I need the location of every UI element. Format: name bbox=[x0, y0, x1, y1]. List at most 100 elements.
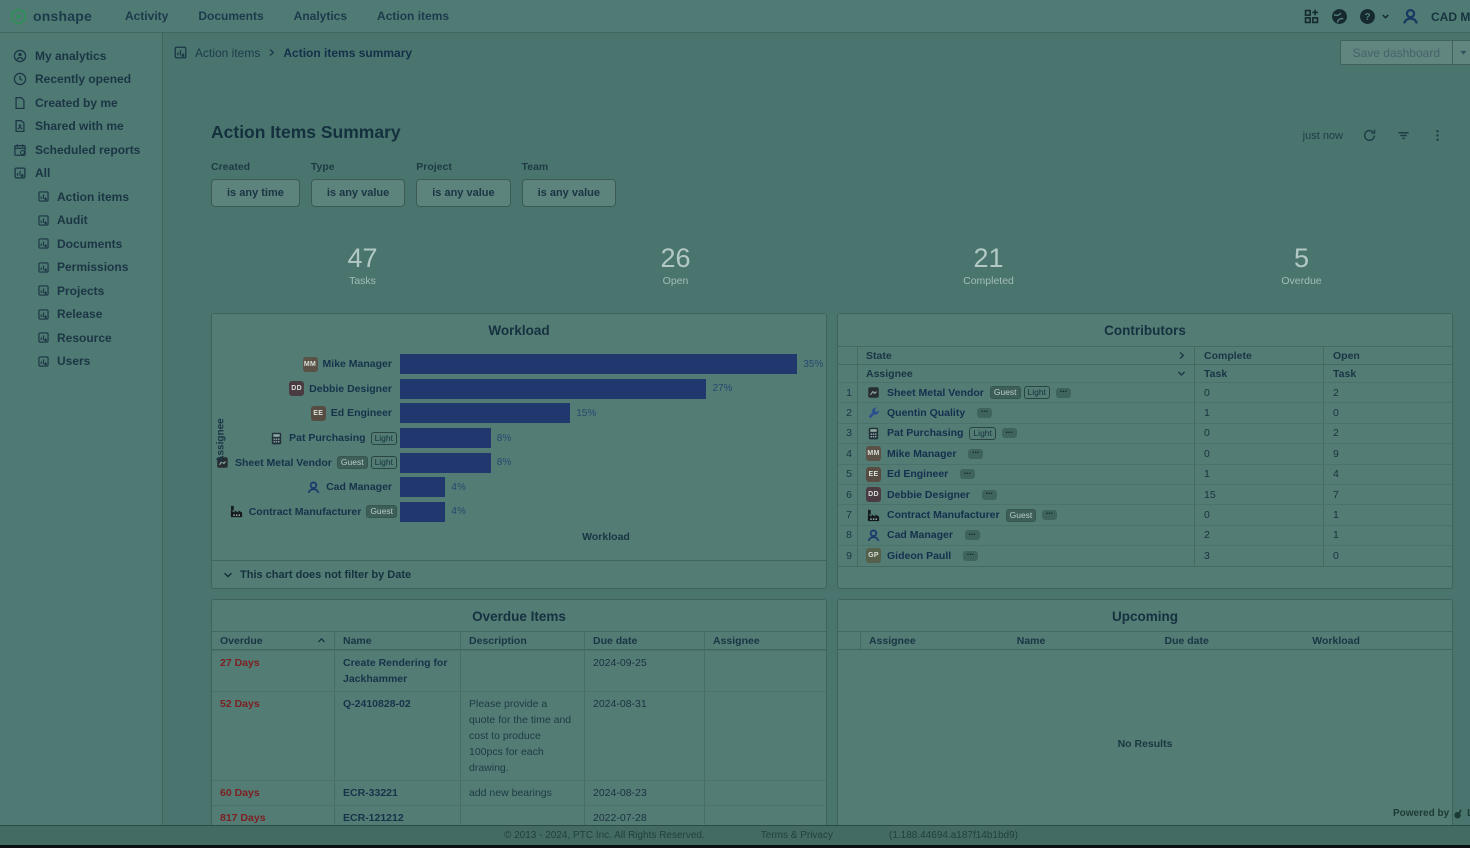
report-icon bbox=[37, 308, 50, 321]
more-icon[interactable] bbox=[977, 408, 993, 419]
upcoming-header-row: Assignee Name Due date Workload bbox=[838, 631, 1452, 650]
col-assignee[interactable]: Assignee bbox=[866, 367, 913, 380]
col-due-date[interactable]: Due date bbox=[1164, 634, 1209, 647]
workload-bar[interactable] bbox=[400, 452, 491, 473]
kpi-value: 5 bbox=[1293, 242, 1310, 273]
assignee-name[interactable]: Gideon Paull bbox=[887, 549, 952, 562]
col-overdue[interactable]: Overdue bbox=[220, 634, 263, 647]
kpi-label: Completed bbox=[963, 274, 1014, 287]
caret-down-icon bbox=[1459, 48, 1468, 57]
col-task-complete[interactable]: Task bbox=[1194, 365, 1323, 382]
save-dashboard-caret[interactable] bbox=[1453, 40, 1470, 65]
chevron-right-icon[interactable] bbox=[1177, 351, 1186, 360]
assignee-avatar bbox=[229, 504, 244, 519]
workload-bar[interactable] bbox=[400, 477, 446, 498]
sidebar-report-item[interactable]: Action items bbox=[0, 185, 162, 209]
sort-asc-icon[interactable] bbox=[317, 636, 326, 645]
chevron-down-icon[interactable] bbox=[1177, 369, 1186, 378]
assignee-name[interactable]: Sheet Metal Vendor bbox=[887, 386, 984, 399]
workload-bar[interactable] bbox=[400, 501, 446, 522]
filter: Team is any value bbox=[521, 161, 616, 207]
save-dashboard-button[interactable]: Save dashboard bbox=[1339, 40, 1453, 65]
breadcrumb-parent[interactable]: Action items bbox=[195, 45, 261, 60]
powered-by-text: Powered by bbox=[1393, 808, 1450, 819]
col-open[interactable]: Open bbox=[1323, 347, 1452, 364]
main-tab[interactable]: Documents bbox=[183, 0, 278, 32]
workload-bar[interactable] bbox=[400, 378, 707, 399]
item-name[interactable]: ECR-33221 bbox=[334, 781, 460, 805]
col-name[interactable]: Name bbox=[334, 632, 460, 649]
due-date: 2022-07-28 bbox=[584, 806, 704, 825]
sidebar-item[interactable]: All bbox=[0, 162, 162, 186]
sidebar-report-item[interactable]: Release bbox=[0, 303, 162, 327]
more-icon[interactable] bbox=[1001, 428, 1017, 439]
sidebar-report-item[interactable]: Permissions bbox=[0, 256, 162, 280]
assignee-name[interactable]: Cad Manager bbox=[887, 529, 953, 542]
col-task-open[interactable]: Task bbox=[1323, 365, 1452, 382]
sidebar-item[interactable]: Recently opened bbox=[0, 68, 162, 92]
col-complete[interactable]: Complete bbox=[1194, 347, 1323, 364]
workload-bar[interactable] bbox=[400, 428, 491, 449]
col-state[interactable]: State bbox=[866, 349, 892, 362]
col-description[interactable]: Description bbox=[460, 632, 584, 649]
col-name[interactable]: Name bbox=[1016, 634, 1046, 647]
more-icon[interactable] bbox=[964, 530, 980, 541]
sidebar-report-item[interactable]: Audit bbox=[0, 209, 162, 233]
refresh-icon[interactable] bbox=[1362, 128, 1377, 143]
user-avatar[interactable] bbox=[1401, 7, 1420, 26]
assignee-name[interactable]: Mike Manager bbox=[887, 447, 957, 460]
more-icon[interactable] bbox=[1055, 387, 1071, 398]
col-due-date[interactable]: Due date bbox=[584, 632, 704, 649]
help-caret-icon[interactable] bbox=[1381, 12, 1390, 21]
workload-bar[interactable] bbox=[400, 354, 798, 375]
more-icon[interactable] bbox=[968, 448, 984, 459]
sidebar-report-item[interactable]: Documents bbox=[0, 232, 162, 256]
language-globe-icon[interactable] bbox=[1331, 8, 1348, 25]
filter-value-button[interactable]: is any value bbox=[416, 179, 511, 207]
item-name[interactable]: Q-2410828-02 bbox=[334, 692, 460, 780]
sidebar-report-item[interactable]: Users bbox=[0, 350, 162, 374]
col-assignee[interactable]: Assignee bbox=[704, 632, 826, 649]
filter-value-button[interactable]: is any value bbox=[521, 179, 616, 207]
sidebar-item[interactable]: My analytics bbox=[0, 44, 162, 68]
user-name[interactable]: CAD Manager bbox=[1431, 9, 1470, 24]
sidebar-item[interactable]: Shared with me bbox=[0, 115, 162, 139]
item-name[interactable]: ECR-121212 bbox=[334, 806, 460, 825]
assignee-name[interactable]: Ed Engineer bbox=[887, 468, 949, 481]
filter-value-button[interactable]: is any time bbox=[211, 179, 300, 207]
onshape-brand[interactable]: onshape bbox=[0, 7, 110, 25]
sidebar-item-icon bbox=[13, 49, 27, 63]
help-icon[interactable]: ? bbox=[1359, 8, 1376, 25]
assignee-name[interactable]: Debbie Designer bbox=[887, 488, 970, 501]
chart-note[interactable]: This chart does not filter by Date bbox=[212, 560, 826, 588]
main-tab[interactable]: Action items bbox=[362, 0, 464, 32]
apps-grid-icon[interactable] bbox=[1303, 8, 1320, 25]
kpi-card[interactable]: 47 Tasks bbox=[211, 229, 514, 300]
col-workload[interactable]: Workload bbox=[1312, 634, 1360, 647]
kpi-card[interactable]: 26 Open bbox=[524, 229, 827, 300]
main-tab[interactable]: Analytics bbox=[279, 0, 362, 32]
more-icon[interactable] bbox=[1042, 510, 1058, 521]
more-icon[interactable] bbox=[981, 489, 997, 500]
kpi-card[interactable]: 21 Completed bbox=[837, 229, 1140, 300]
more-icon[interactable] bbox=[963, 550, 979, 561]
terms-privacy-link[interactable]: Terms & Privacy bbox=[760, 830, 833, 841]
item-name[interactable]: Create Rendering for Jackhammer bbox=[334, 651, 460, 691]
col-assignee[interactable]: Assignee bbox=[868, 634, 916, 647]
filter-value-button[interactable]: is any value bbox=[310, 179, 406, 207]
sidebar-item[interactable]: Scheduled reports bbox=[0, 138, 162, 162]
row-number: 2 bbox=[838, 403, 858, 423]
workload-bar[interactable] bbox=[400, 403, 571, 424]
filters-icon[interactable] bbox=[1396, 128, 1411, 143]
kpi-card[interactable]: 5 Overdue bbox=[1150, 229, 1453, 300]
sidebar-item[interactable]: Created by me bbox=[0, 91, 162, 115]
more-icon[interactable] bbox=[960, 469, 976, 480]
assignee-name[interactable]: Pat Purchasing bbox=[887, 427, 964, 440]
assignee-name[interactable]: Contract Manufacturer bbox=[887, 509, 1000, 522]
sidebar-report-item[interactable]: Resource bbox=[0, 326, 162, 350]
kebab-menu-icon[interactable] bbox=[1430, 128, 1445, 143]
sidebar-report-item[interactable]: Projects bbox=[0, 279, 162, 303]
assignee-name[interactable]: Quentin Quality bbox=[887, 407, 966, 420]
workload-bar-label: Contract Manufacturer Guest bbox=[212, 504, 400, 519]
main-tab[interactable]: Activity bbox=[110, 0, 183, 32]
